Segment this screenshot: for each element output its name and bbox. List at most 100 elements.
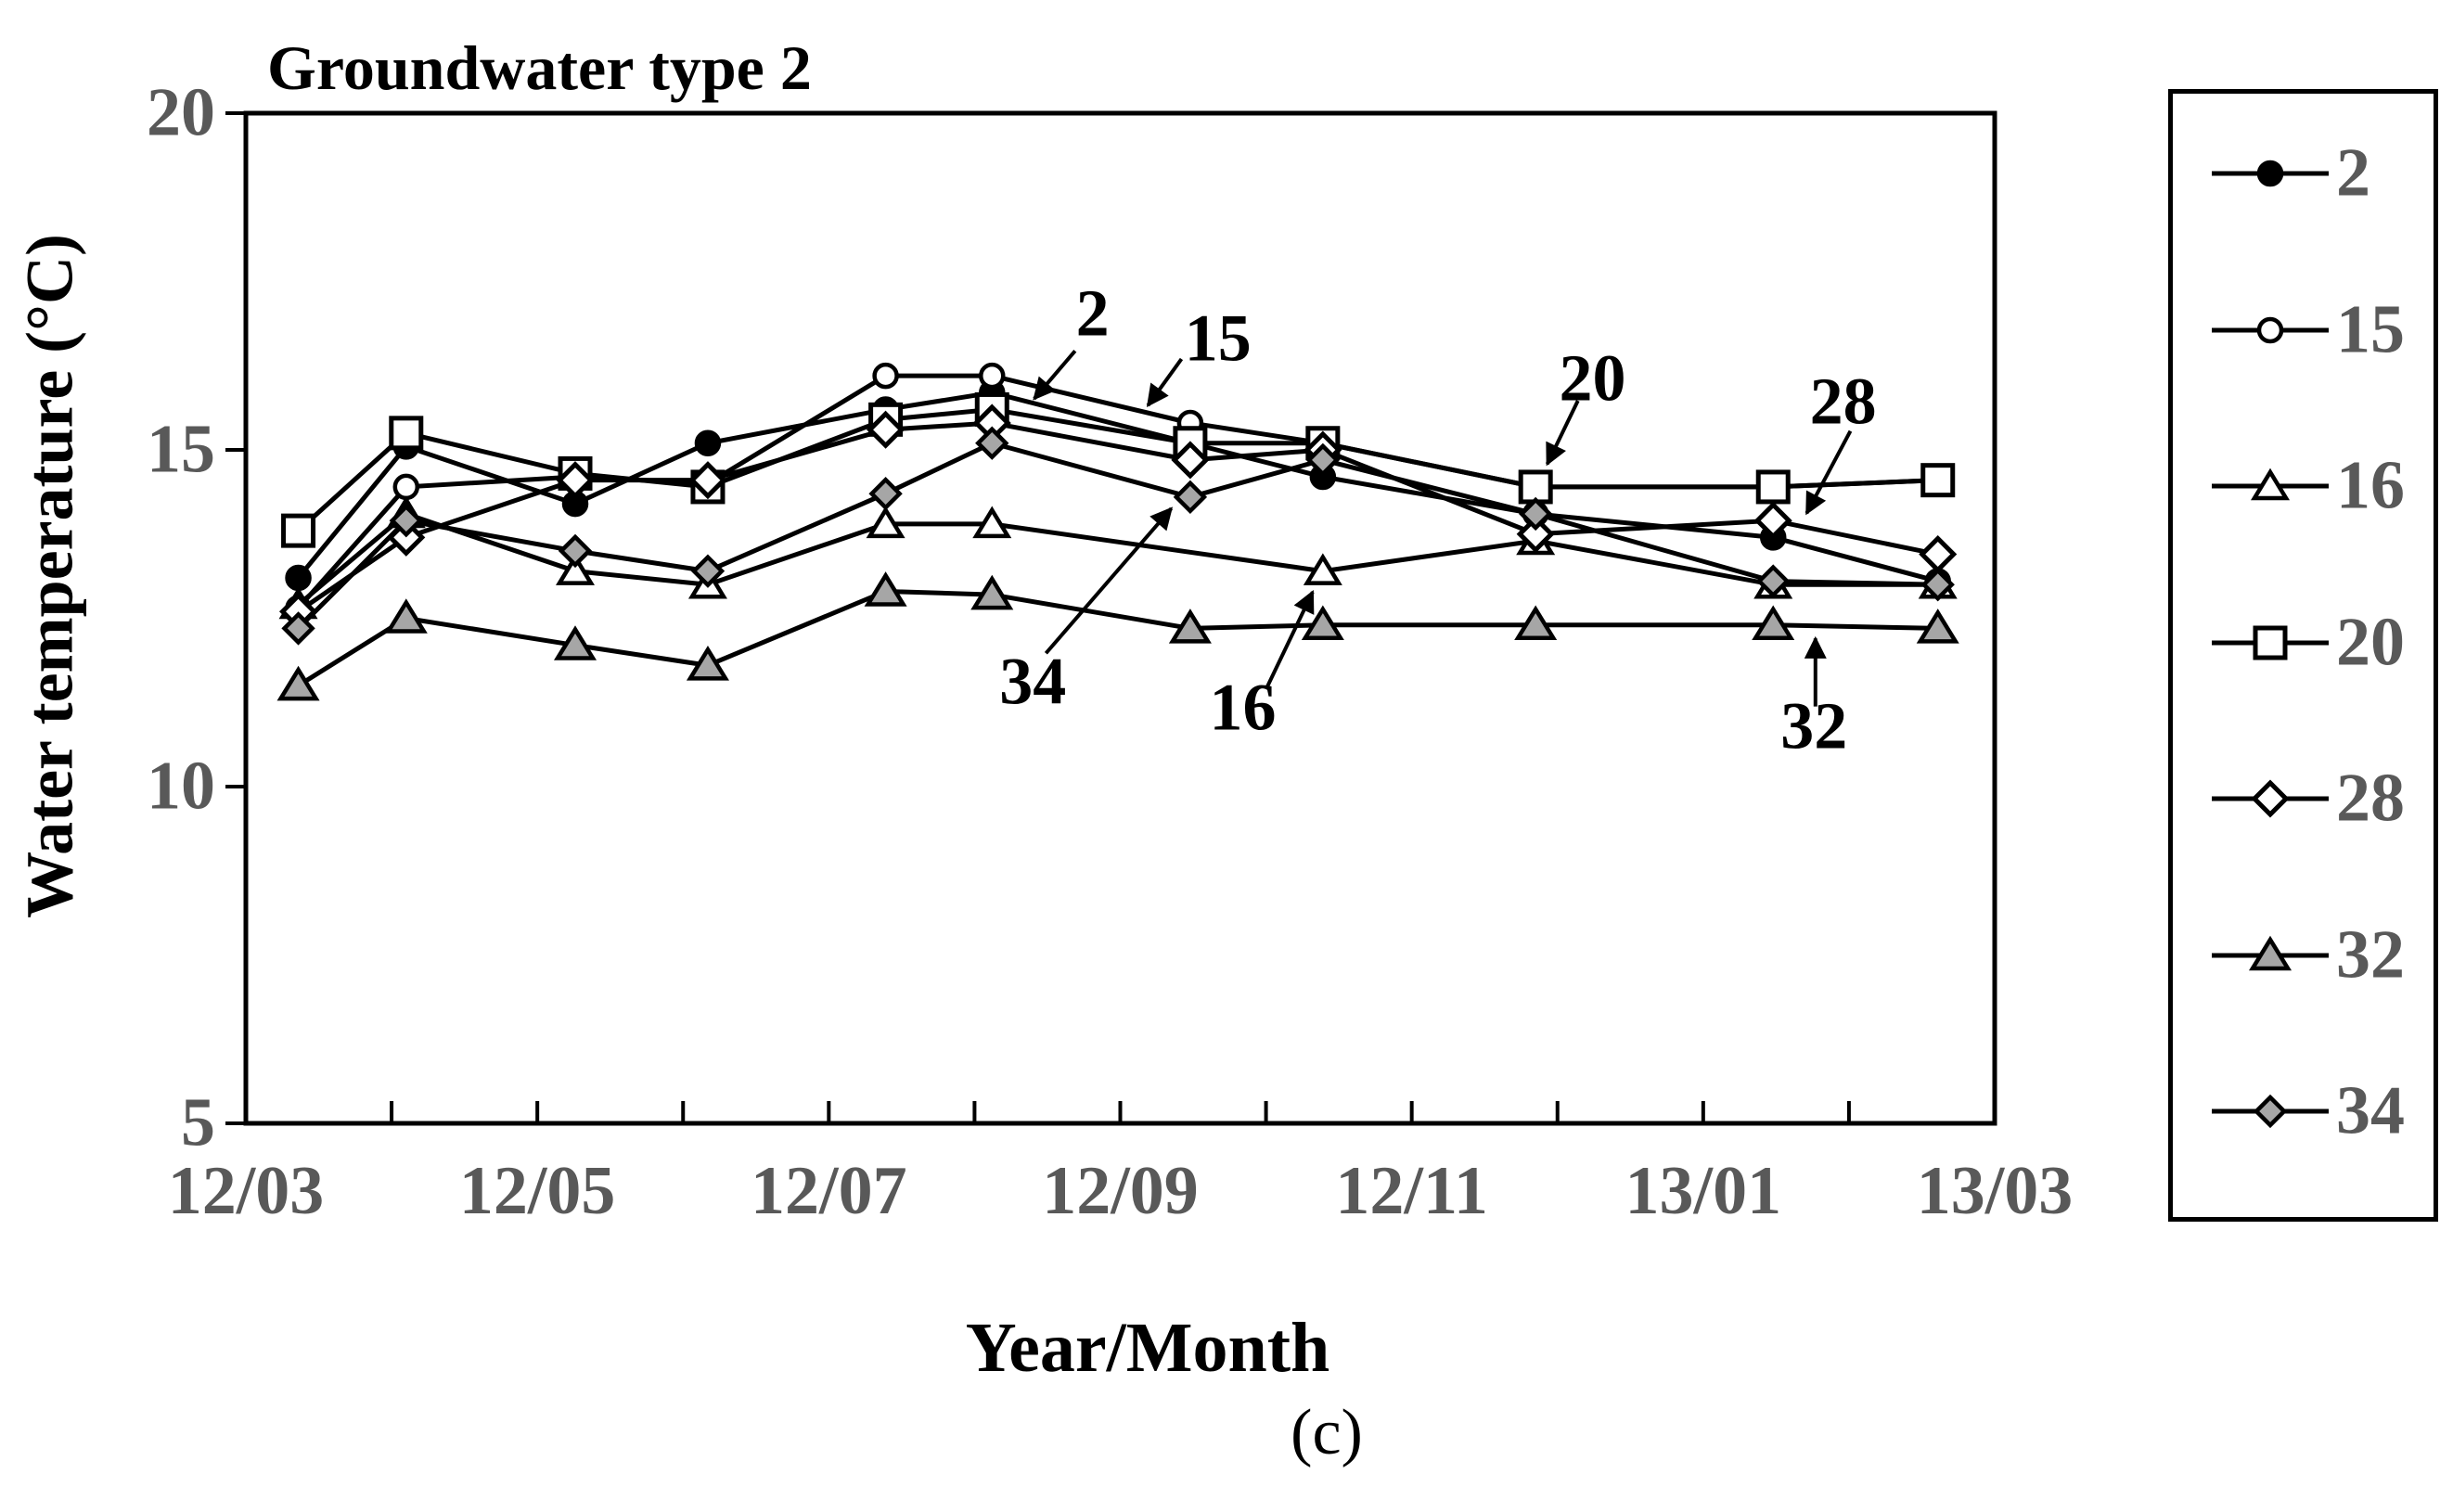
legend-item-20: 20 (2173, 604, 2434, 680)
y-tick-label-20: 20 (147, 74, 215, 151)
marker-diamond-gray (975, 426, 1009, 460)
legend-marker-32-icon (2212, 935, 2329, 970)
legend-marker-15-icon (2212, 316, 2329, 343)
legend-marker-28-icon (2212, 779, 2329, 818)
annotation-arrow-16 (1265, 590, 1315, 687)
marker-triangle-white (866, 506, 905, 539)
marker-diamond-gray (690, 554, 726, 588)
legend-label-32: 32 (2336, 916, 2405, 993)
annotation-arrow-34 (1044, 506, 1174, 655)
annotation-label-32: 32 (1780, 688, 1848, 763)
marker-diamond-gray (868, 477, 903, 511)
legend-marker-2-icon (2212, 160, 2329, 187)
annotation-label-20: 20 (1559, 340, 1626, 416)
x-tick-label-13/03: 13/03 (1916, 1153, 2074, 1229)
legend-marker-20-icon (2212, 625, 2329, 660)
marker-diamond-gray (281, 611, 315, 646)
legend-label-20: 20 (2336, 604, 2405, 680)
marker-triangle-gray (276, 665, 320, 701)
x-tick-label-12/03: 12/03 (167, 1153, 325, 1229)
series-34 (281, 426, 1955, 646)
annotation-arrow-15 (1146, 357, 1184, 408)
legend-label-28: 28 (2336, 760, 2405, 837)
marker-triangle-gray (1752, 605, 1795, 641)
marker-triangle-white (972, 506, 1012, 539)
series-34-line (296, 441, 1938, 631)
legend-item-16: 16 (2173, 447, 2434, 524)
marker-circle-black (285, 564, 312, 592)
marker-diamond-white (1171, 441, 1210, 480)
legend-label-15: 15 (2336, 291, 2405, 367)
marker-triangle-white (556, 553, 596, 585)
marker-triangle-gray (970, 574, 1014, 610)
annotation-label-16: 16 (1209, 670, 1277, 745)
marker-triangle-gray (2248, 935, 2292, 970)
chart-title: Groundwater type 2 (267, 32, 812, 103)
marker-triangle-gray (1916, 609, 1959, 644)
series-20-line (296, 406, 1938, 532)
marker-diamond-white (688, 461, 727, 500)
marker-triangle-gray (864, 571, 907, 607)
legend-item-34: 34 (2173, 1072, 2434, 1149)
legend-item-28: 28 (2173, 760, 2434, 837)
x-tick-label-12/11: 12/11 (1335, 1153, 1488, 1229)
x-tick-label-12/05: 12/05 (458, 1153, 616, 1229)
legend-marker-16-icon (2212, 468, 2329, 501)
marker-triangle-white (1303, 553, 1342, 585)
x-axis-title: Year/Month (965, 1309, 1330, 1387)
marker-diamond-white (867, 410, 905, 449)
marker-diamond-gray (1920, 568, 1955, 602)
legend-marker-34-icon (2212, 1094, 2329, 1129)
legend-item-15: 15 (2173, 291, 2434, 367)
marker-triangle-gray (1301, 605, 1344, 641)
legend: 2 15 16 20 28 32 34 (2168, 89, 2438, 1222)
figure-caption: (c) (1291, 1397, 1363, 1468)
marker-diamond-gray (389, 504, 423, 538)
annotation-label-34: 34 (999, 644, 1067, 719)
legend-item-2: 2 (2173, 135, 2434, 211)
marker-diamond-white (1516, 515, 1555, 554)
marker-square-white (1755, 469, 1791, 505)
series-32-line (297, 588, 1938, 688)
marker-triangle-gray (553, 625, 597, 660)
marker-diamond-gray (1519, 496, 1553, 532)
annotation-arrow-28 (1804, 429, 1853, 516)
marker-circle-black (694, 429, 722, 456)
marker-square-white (1920, 463, 1956, 498)
marker-diamond-white (1919, 534, 1958, 574)
legend-label-2: 2 (2336, 135, 2370, 211)
legend-label-16: 16 (2336, 447, 2405, 524)
marker-circle-white (2256, 316, 2284, 343)
series-28-line (297, 420, 1939, 614)
marker-square-white (2253, 625, 2288, 660)
marker-circle-black (2256, 160, 2284, 187)
marker-diamond-gray (2253, 1094, 2288, 1129)
marker-diamond-white (2251, 779, 2290, 818)
marker-square-white (389, 416, 424, 451)
marker-circle-white (979, 362, 1006, 390)
annotation-arrow-20 (1545, 400, 1580, 467)
marker-circle-white (392, 473, 420, 501)
annotation-arrow-2 (1033, 349, 1077, 401)
marker-circle-white (872, 362, 899, 390)
y-tick-label-5: 5 (181, 1084, 215, 1161)
y-tick-label-10: 10 (147, 748, 215, 825)
marker-triangle-gray (384, 598, 428, 634)
x-tick-label-12/09: 12/09 (1042, 1153, 1199, 1229)
marker-diamond-gray (1305, 442, 1341, 478)
legend-label-34: 34 (2336, 1072, 2405, 1149)
series-32 (276, 571, 1959, 701)
legend-item-32: 32 (2173, 916, 2434, 993)
marker-diamond-white (1753, 501, 1792, 540)
marker-triangle-gray (1168, 609, 1212, 644)
marker-triangle-gray (686, 646, 729, 681)
marker-square-white (281, 513, 316, 548)
series-16-line (296, 511, 1938, 607)
marker-triangle-gray (1514, 605, 1558, 641)
marker-diamond-white (556, 461, 595, 500)
series-16 (278, 495, 1958, 620)
y-tick-label-15: 15 (147, 411, 215, 488)
series-28 (279, 404, 1958, 631)
annotation-label-2: 2 (1075, 275, 1110, 351)
